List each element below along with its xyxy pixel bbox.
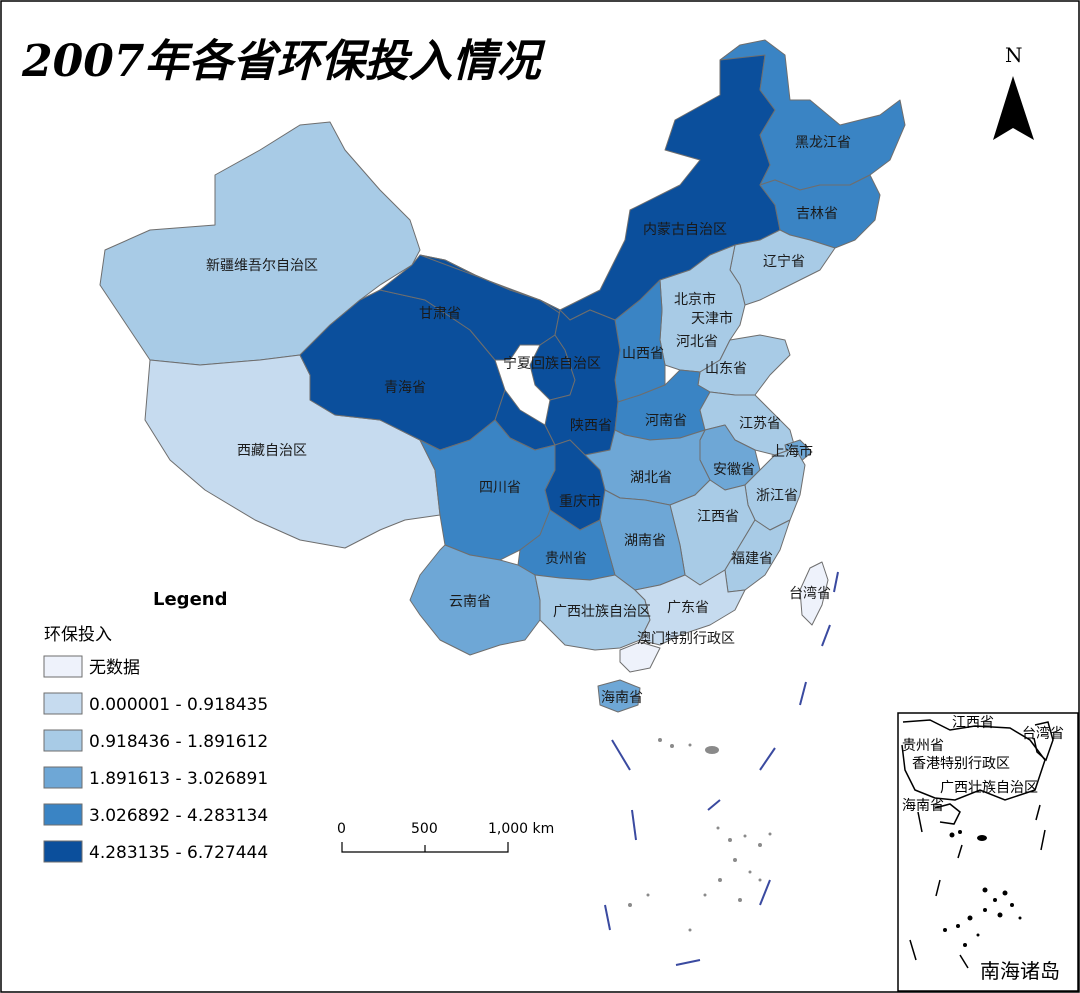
province-label: 山西省: [622, 346, 664, 362]
provinces-layer: [99, 39, 906, 713]
province-label: 江西省: [697, 509, 739, 525]
province-label: 广东省: [667, 600, 709, 616]
province-label: 广西壮族自治区: [553, 604, 651, 620]
province-label: 吉林省: [796, 206, 838, 222]
legend-swatch: [43, 803, 83, 826]
inset-title: 南海诸岛: [980, 959, 1060, 983]
province-label: 西藏自治区: [237, 443, 307, 459]
south-sea-inset: 江西省 贵州省 台湾省 香港特别行政区 广西壮族自治区 海南省 南海诸岛: [897, 712, 1079, 992]
province-label: 海南省: [601, 690, 643, 706]
province-label: 四川省: [479, 480, 521, 496]
legend-label: 3.026892 - 4.283134: [89, 806, 268, 826]
legend-heading: Legend: [153, 589, 227, 610]
province-label: 湖北省: [630, 470, 672, 486]
inset-frame: [897, 712, 1079, 992]
legend-swatch: [43, 840, 83, 863]
province-label: 黑龙江省: [795, 135, 851, 151]
legend-swatch: [43, 766, 83, 789]
inset-label: 贵州省: [902, 738, 944, 754]
legend-label: 1.891613 - 3.026891: [89, 769, 268, 789]
province-label: 云南省: [449, 594, 491, 610]
province-label: 湖南省: [624, 533, 666, 549]
province-label: 新疆维吾尔自治区: [206, 258, 318, 274]
province-label: 青海省: [384, 380, 426, 396]
legend-label: 0.918436 - 1.891612: [89, 732, 268, 752]
legend-field: 环保投入: [44, 625, 112, 645]
province-label: 台湾省: [789, 585, 831, 602]
province-label: 重庆市: [559, 493, 601, 510]
province-region: [634, 569, 746, 646]
north-label: N: [1005, 43, 1023, 67]
province-label: 上海市: [771, 443, 813, 460]
province-label: 澳门特别行政区: [637, 631, 735, 647]
province-region: [799, 561, 829, 626]
province-label: 北京市: [674, 291, 716, 308]
inset-label: 广西壮族自治区: [940, 780, 1038, 796]
province-region: [597, 679, 641, 713]
province-label: 福建省: [731, 551, 773, 567]
inset-label: 台湾省: [1022, 725, 1064, 742]
legend-swatch: [43, 655, 83, 678]
inset-label: 海南省: [902, 798, 944, 814]
province-label: 辽宁省: [763, 253, 805, 270]
legend-label: 无数据: [89, 658, 140, 678]
map-legend: Legend 环保投入 无数据 0.000001 - 0.918435 0.9184…: [43, 589, 268, 863]
scale-tick-label: 500: [411, 821, 438, 837]
province-label: 江苏省: [739, 416, 781, 432]
province-label: 天津市: [691, 310, 733, 327]
legend-swatch: [43, 692, 83, 715]
province-region: [619, 641, 661, 673]
legend-swatch: [43, 729, 83, 752]
inset-label: 香港特别行政区: [912, 756, 1010, 772]
province-label: 山东省: [705, 361, 747, 377]
scale-tick-label: 0: [337, 821, 346, 837]
province-label: 贵州省: [545, 551, 587, 567]
north-arrow: N: [993, 43, 1034, 140]
province-label: 甘肃省: [419, 306, 461, 322]
scale-tick-label: 1,000 km: [488, 821, 554, 837]
province-label: 陕西省: [570, 418, 612, 434]
province-label: 安徽省: [713, 462, 755, 478]
province-label: 河南省: [645, 413, 687, 429]
province-label: 河北省: [676, 334, 718, 350]
scale-bar: 0 500 1,000 km: [337, 821, 554, 853]
inset-label: 江西省: [952, 715, 994, 731]
legend-label: 4.283135 - 6.727444: [89, 843, 268, 863]
south-sea-islands: [604, 571, 839, 966]
province-label: 浙江省: [756, 488, 798, 504]
map-title: 2007年各省环保投入情况: [21, 36, 546, 87]
province-label: 内蒙古自治区: [643, 222, 727, 238]
province-label: 宁夏回族自治区: [503, 355, 601, 372]
legend-label: 0.000001 - 0.918435: [89, 695, 268, 715]
legend-items: 无数据 0.000001 - 0.918435 0.918436 - 1.89161…: [43, 655, 268, 863]
